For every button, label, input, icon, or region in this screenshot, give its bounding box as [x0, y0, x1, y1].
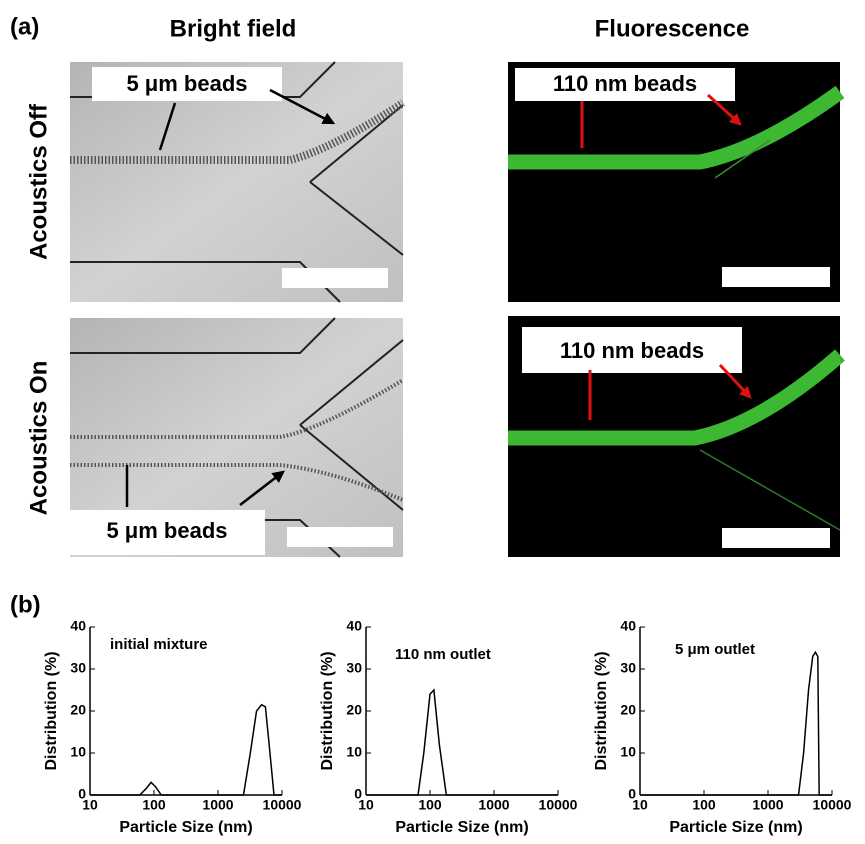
panel-label: (a)	[10, 13, 39, 40]
y-tick-label: 0	[354, 786, 362, 802]
x-tick-label: 1000	[202, 797, 233, 813]
line	[90, 703, 282, 796]
micrograph: 110 nm beads	[508, 62, 845, 302]
y-axis-label: Distribution (%)	[319, 651, 336, 770]
y-tick-label: 40	[70, 618, 86, 634]
y-tick-label: 10	[620, 744, 636, 760]
line	[640, 650, 832, 796]
x-tick-label: 10000	[539, 797, 578, 813]
y-tick-label: 0	[78, 786, 86, 802]
x-tick-label: 100	[692, 797, 716, 813]
annotation: 110 nm beads	[553, 71, 697, 96]
chart-title: 110 nm outlet	[395, 646, 491, 663]
micrograph: 5 μm beads	[70, 317, 405, 558]
x-tick-label: 10000	[813, 797, 852, 813]
y-tick-label: 20	[620, 702, 636, 718]
annotation: 5 μm beads	[106, 518, 227, 543]
chart-title: initial mixture	[110, 636, 208, 653]
y-tick-label: 10	[70, 744, 86, 760]
annotation: 5 μm beads	[126, 71, 247, 96]
x-axis-label: Particle Size (nm)	[395, 819, 528, 836]
x-tick-label: 100	[418, 797, 442, 813]
annotation: 110 nm beads	[560, 338, 704, 363]
y-tick-label: 40	[346, 618, 362, 634]
y-tick-label: 20	[70, 702, 86, 718]
x-tick-label: 100	[142, 797, 166, 813]
y-tick-label: 40	[620, 618, 636, 634]
panel-label: (b)	[10, 591, 41, 618]
x-tick-label: 1000	[752, 797, 783, 813]
x-tick-label: 10000	[263, 797, 302, 813]
y-tick-label: 30	[346, 660, 362, 676]
column-header: Bright field	[170, 15, 297, 42]
x-axis-label: Particle Size (nm)	[119, 819, 252, 836]
x-axis-label: Particle Size (nm)	[669, 819, 802, 836]
row-label: Acoustics On	[25, 361, 52, 516]
y-axis-label: Distribution (%)	[43, 651, 60, 770]
micrograph: 110 nm beads	[508, 316, 845, 557]
y-axis-label: Distribution (%)	[593, 651, 610, 770]
y-tick-label: 0	[628, 786, 636, 802]
chart-title: 5 μm outlet	[675, 641, 755, 658]
line	[366, 688, 558, 796]
x-tick-label: 10	[358, 797, 374, 813]
x-tick-label: 10	[82, 797, 98, 813]
x-tick-label: 1000	[478, 797, 509, 813]
y-tick-label: 20	[346, 702, 362, 718]
micrograph: 5 μm beads	[70, 61, 406, 303]
y-tick-label: 30	[620, 660, 636, 676]
x-tick-label: 10	[632, 797, 648, 813]
y-tick-label: 10	[346, 744, 362, 760]
row-label: Acoustics Off	[25, 103, 52, 260]
column-header: Fluorescence	[595, 15, 750, 42]
y-tick-label: 30	[70, 660, 86, 676]
